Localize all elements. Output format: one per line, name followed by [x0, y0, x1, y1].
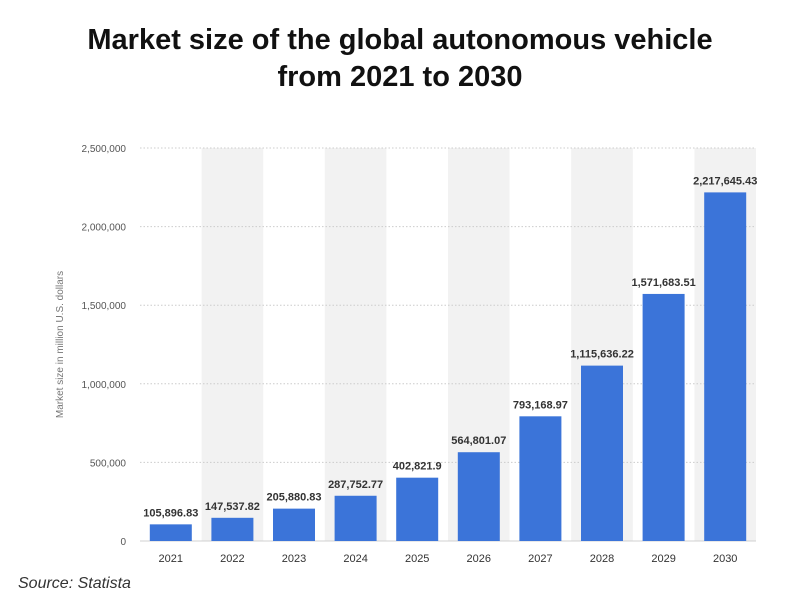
x-tick-label-2030: 2030 [713, 553, 737, 565]
x-tick-label-2025: 2025 [405, 553, 429, 565]
bar-2022 [211, 517, 254, 541]
bar-2028 [581, 365, 623, 541]
y-axis-label: Market size in million U.S. dollars [55, 271, 66, 418]
data-label-2023: 205,880.83 [266, 492, 321, 504]
x-tick-label-2029: 2029 [651, 553, 675, 565]
y-tick-label: 1,000,000 [82, 380, 127, 391]
background-band-1 [201, 148, 264, 541]
x-tick-label-2028: 2028 [590, 553, 614, 565]
y-tick-label: 2,000,000 [82, 223, 127, 234]
chart-title-line-1: Market size of the global autonomous veh… [87, 24, 713, 56]
data-label-2029: 1,571,683.51 [631, 277, 695, 289]
bar-2023 [273, 508, 315, 541]
chart-title: Market size of the global autonomous veh… [0, 22, 800, 96]
y-tick-label: 0 [120, 537, 126, 548]
x-tick-label-2026: 2026 [467, 553, 491, 565]
data-label-2025: 402,821.9 [393, 461, 442, 473]
y-tick-label: 2,500,000 [82, 144, 127, 155]
bar-2029 [642, 293, 685, 541]
chart-title-line-2: from 2021 to 2030 [277, 61, 523, 93]
data-label-2022: 147,537.82 [205, 501, 260, 513]
x-tick-label-2024: 2024 [343, 553, 367, 565]
bar-2030 [704, 192, 747, 541]
data-label-2021: 105,896.83 [143, 507, 198, 519]
source-note: Source: Statista [18, 575, 131, 592]
data-label-2027: 793,168.97 [513, 399, 568, 411]
background-band-3 [324, 148, 387, 541]
data-label-2030: 2,217,645.43 [693, 175, 757, 187]
bar-2025 [396, 477, 439, 541]
y-tick-label: 500,000 [90, 458, 127, 469]
y-tick-label: 1,500,000 [82, 301, 127, 312]
data-label-2024: 287,752.77 [328, 479, 383, 491]
bar-2026 [457, 452, 500, 541]
bar-2021 [149, 524, 192, 541]
x-tick-label-2022: 2022 [220, 553, 244, 565]
data-label-2028: 1,115,636.22 [570, 349, 634, 361]
x-tick-label-2021: 2021 [159, 553, 183, 565]
x-tick-label-2027: 2027 [528, 553, 552, 565]
data-label-2026: 564,801.07 [451, 435, 506, 447]
bar-2024 [334, 495, 377, 541]
bar-2027 [519, 416, 562, 541]
x-tick-label-2023: 2023 [282, 553, 306, 565]
